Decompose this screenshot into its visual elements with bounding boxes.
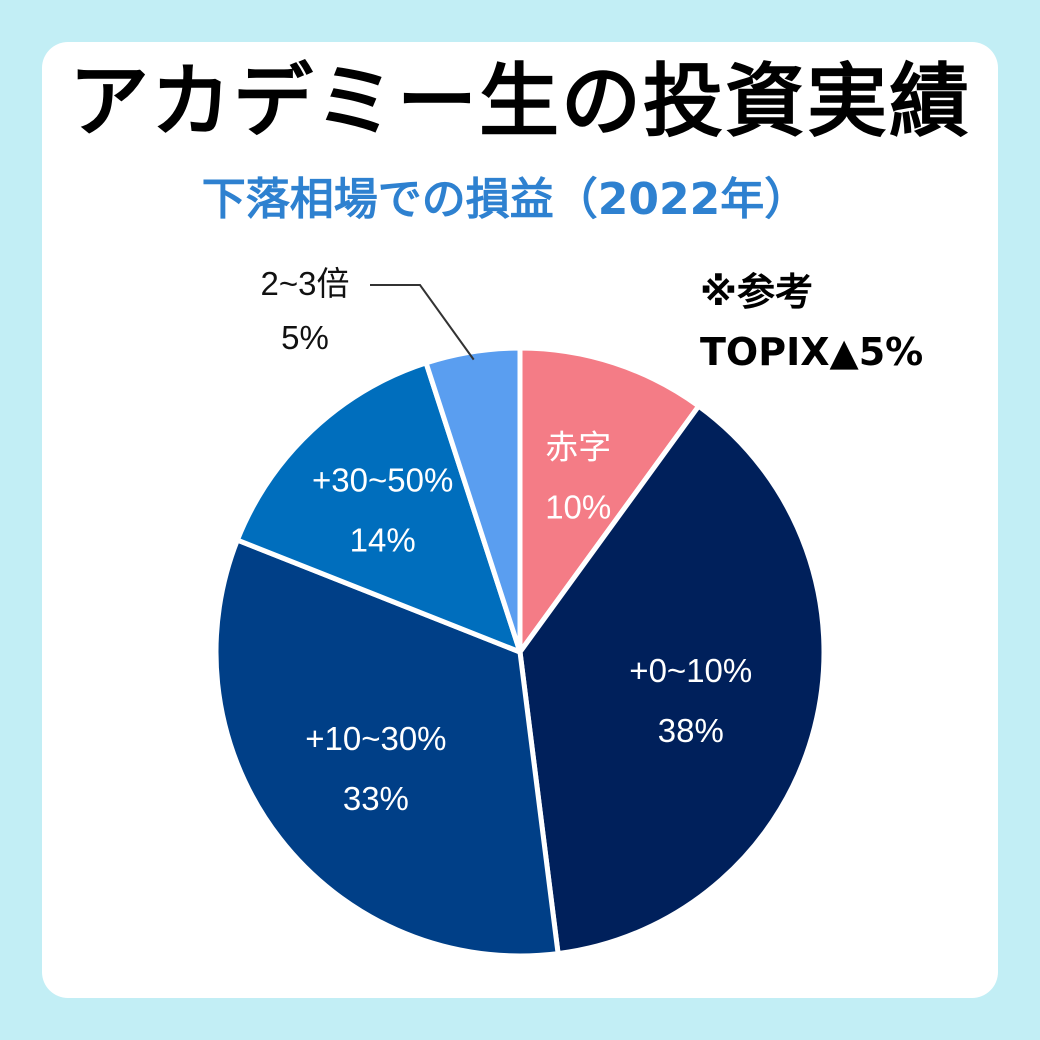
- slice-value-plus-10-30: 33%: [343, 780, 409, 817]
- slice-value-x2-3: 5%: [281, 319, 329, 356]
- pie-slice-x2-3: [423, 345, 523, 655]
- slice-value-plus-30-50: 14%: [350, 522, 416, 559]
- slice-value-plus-0-10: 38%: [658, 712, 724, 749]
- slice-label-plus-0-10: +0~10%: [629, 652, 752, 689]
- pie-slice-plus-0-10: [517, 403, 827, 957]
- reference-note: ※参考 TOPIX▲5%: [700, 262, 923, 382]
- slice-value-loss: 10%: [545, 489, 611, 526]
- reference-note-heading: ※参考: [700, 270, 813, 314]
- chart-subtitle: 下落相場での損益（2022年）: [201, 174, 809, 225]
- pie-slice-plus-10-30: [213, 537, 561, 959]
- slice-label-x2-3: 2~3倍: [261, 265, 350, 302]
- reference-note-topix: TOPIX▲5%: [700, 330, 924, 374]
- chart-title: アカデミー生の投資実績: [69, 55, 971, 148]
- leader-line: [370, 284, 475, 361]
- slice-label-plus-30-50: +30~50%: [312, 462, 453, 499]
- slice-label-loss: 赤字: [545, 429, 611, 466]
- slice-label-plus-10-30: +10~30%: [305, 720, 446, 757]
- pie-slice-loss: [517, 345, 702, 655]
